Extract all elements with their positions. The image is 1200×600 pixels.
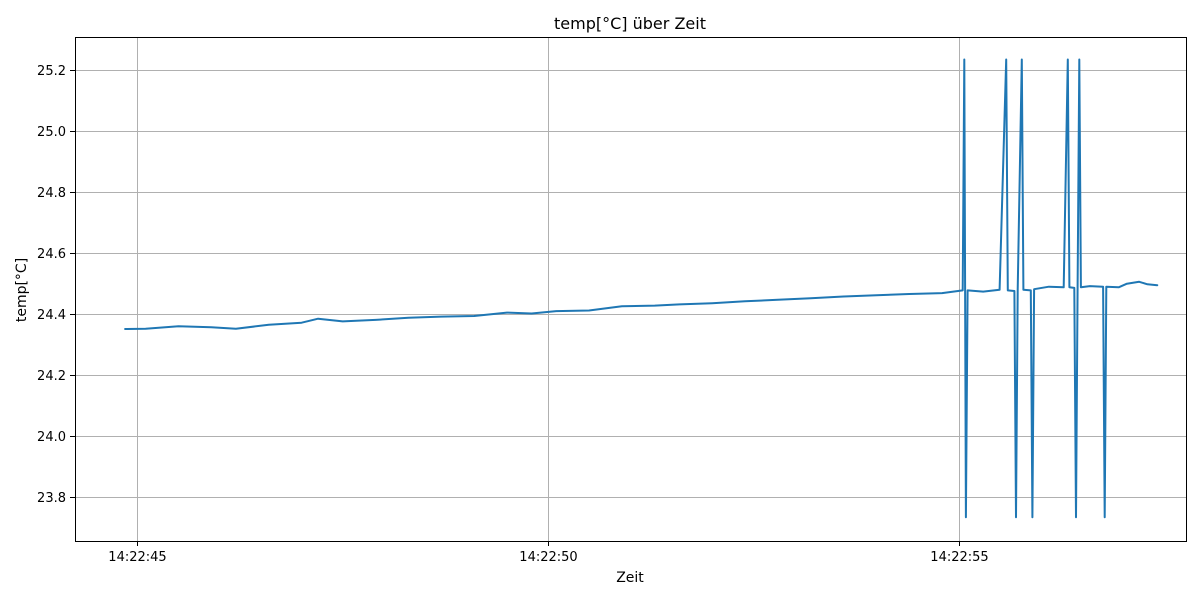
x-tick-label: 14:22:50 bbox=[519, 550, 577, 565]
y-tick-label: 24.0 bbox=[37, 430, 66, 445]
y-tick-label: 24.4 bbox=[37, 308, 66, 323]
y-tick-label: 23.8 bbox=[37, 491, 66, 506]
y-axis-label: temp[°C] bbox=[14, 258, 30, 322]
grid bbox=[75, 37, 1186, 541]
series-layer bbox=[124, 58, 1159, 519]
y-tick-label: 25.0 bbox=[37, 125, 66, 140]
x-tick-label: 14:22:55 bbox=[930, 550, 988, 565]
y-tick-label: 25.2 bbox=[37, 64, 66, 79]
ticks: 14:22:45 14:22:50 14:22:55 23.8 24.0 24.2 24.4… bbox=[37, 64, 989, 565]
y-tick-label: 24.2 bbox=[37, 369, 66, 384]
chart-title: temp[°C] über Zeit bbox=[554, 14, 706, 33]
x-tick-label: 14:22:45 bbox=[108, 550, 166, 565]
x-axis-label: Zeit bbox=[616, 570, 644, 586]
temperature-series-line bbox=[124, 58, 1159, 519]
y-tick-label: 24.6 bbox=[37, 247, 66, 262]
plot-frame bbox=[75, 37, 1187, 542]
y-tick-label: 24.8 bbox=[37, 186, 66, 201]
